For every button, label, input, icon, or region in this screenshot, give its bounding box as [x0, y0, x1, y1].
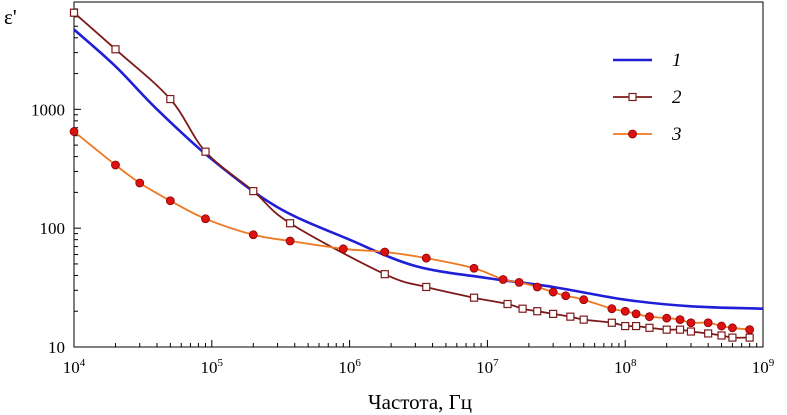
series-markers [69, 8, 755, 342]
data-point-series-3 [631, 309, 641, 319]
x-tick-label: 104 [63, 357, 86, 377]
series-line-3 [73, 130, 750, 331]
data-point-series-2 [645, 323, 654, 332]
data-point-series-3 [338, 244, 348, 254]
data-point-series-3 [645, 312, 654, 322]
y-tick-label: 1000 [31, 100, 65, 119]
data-point-series-2 [201, 147, 210, 156]
data-point-series-2 [632, 321, 641, 331]
data-point-series-2 [469, 293, 479, 302]
data-point-series-2 [422, 282, 431, 292]
data-point-series-3 [201, 214, 210, 224]
series-line-2 [73, 12, 750, 339]
legend-label-2: 2 [672, 87, 682, 108]
legend: 1 2 3 [613, 50, 682, 145]
data-point-series-3 [69, 127, 79, 136]
data-point-series-3 [135, 178, 145, 188]
series-line-1 [73, 28, 764, 310]
data-point-series-2 [579, 315, 588, 324]
x-tick-label: 105 [201, 357, 224, 377]
data-point-series-3 [717, 321, 726, 331]
data-point-series-2 [704, 329, 713, 338]
data-point-series-3 [662, 313, 672, 323]
data-point-series-3 [703, 318, 713, 328]
data-point-series-2 [675, 325, 685, 334]
data-point-series-3 [248, 230, 258, 240]
x-tick-label: 109 [752, 357, 775, 377]
data-point-series-2 [566, 312, 575, 321]
data-point-series-2 [166, 94, 175, 104]
data-point-series-3 [745, 325, 755, 335]
data-point-series-3 [728, 323, 737, 333]
data-point-series-2 [686, 327, 696, 336]
data-point-series-2 [285, 219, 295, 228]
data-point-series-3 [111, 160, 120, 170]
data-point-series-2 [249, 187, 258, 196]
data-point-series-3 [469, 263, 479, 273]
data-point-series-2 [662, 325, 671, 334]
data-point-series-3 [607, 304, 617, 314]
data-point-series-3 [165, 196, 175, 206]
data-point-series-2 [549, 309, 558, 318]
data-point-series-3 [421, 253, 431, 263]
data-point-series-3 [561, 291, 571, 301]
data-point-series-3 [675, 315, 685, 325]
data-point-series-2 [745, 333, 754, 342]
x-tick-label: 107 [476, 357, 499, 377]
data-point-series-2 [503, 299, 512, 309]
data-point-series-2 [69, 8, 79, 17]
data-point-series-3 [532, 282, 542, 292]
data-point-series-2 [728, 333, 737, 342]
data-point-series-3 [620, 306, 630, 316]
x-tick-label: 108 [614, 357, 637, 377]
legend-label-3: 3 [671, 124, 682, 145]
data-point-series-3 [548, 287, 558, 297]
data-point-series-2 [717, 331, 726, 340]
legend-marker-3 [628, 129, 637, 139]
data-point-series-2 [607, 318, 616, 327]
legend-marker-2 [628, 92, 637, 102]
data-point-series-3 [380, 247, 390, 257]
data-point-series-3 [579, 295, 589, 305]
data-point-series-2 [518, 304, 527, 313]
x-tick-label: 106 [338, 357, 361, 377]
data-point-series-2 [533, 307, 542, 316]
legend-label-1: 1 [672, 50, 682, 71]
series-lines [73, 12, 764, 339]
plot-frame [73, 1, 764, 348]
y-tick-label: 100 [40, 219, 66, 238]
data-point-series-2 [621, 321, 630, 331]
data-point-series-2 [111, 45, 120, 54]
data-point-series-3 [514, 277, 524, 287]
x-axis-title: Частота, Гц [368, 390, 472, 414]
y-tick-label: 10 [48, 338, 65, 357]
data-point-series-3 [498, 275, 508, 284]
data-point-series-3 [285, 236, 295, 246]
data-point-series-3 [686, 318, 696, 328]
y-axis-title: ε' [4, 5, 17, 29]
data-point-series-2 [380, 270, 389, 279]
axis-ticks: 104 105 106 107 108 109 10 100 1000 [31, 8, 775, 377]
